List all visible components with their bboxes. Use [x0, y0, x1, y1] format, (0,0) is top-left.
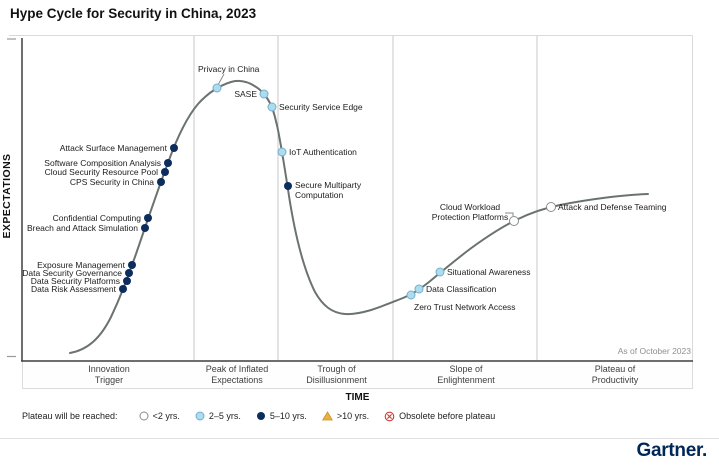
gartner-logo: Gartner. — [636, 440, 708, 461]
circle-navy-icon — [256, 412, 265, 420]
legend-item-2to5yrs: 2–5 yrs. — [195, 411, 241, 421]
x-axis-title: TIME — [345, 392, 370, 403]
circle-lightblue-icon — [195, 411, 205, 421]
phase-slope-of-enlightenment: Slope of Enlightenment — [437, 364, 495, 386]
legend-item-5to10yrs: 5–10 yrs. — [256, 411, 307, 421]
callout-line-cloud-workload-protection-platforms — [505, 212, 514, 216]
footer-divider — [0, 438, 719, 439]
legend-item-gt10yrs: >10 yrs. — [321, 411, 369, 421]
legend-item-lt2yrs: <2 yrs. — [139, 411, 180, 421]
phase-gridlines — [193, 36, 538, 360]
phase-trough-of-disillusionment: Trough of Disillusionment — [306, 364, 367, 386]
circle-white-icon — [139, 411, 149, 421]
phase-band: Innovation Trigger Peak of Inflated Expect… — [22, 361, 693, 389]
as-of-date: As of October 2023 — [617, 346, 691, 356]
phase-innovation-trigger: Innovation Trigger — [88, 364, 130, 386]
legend-item-obsolete: Obsolete before plateau — [384, 411, 495, 422]
y-axis-ticks — [7, 38, 16, 358]
obsolete-icon — [384, 411, 395, 421]
legend-title: Plateau will be reached: — [22, 411, 118, 421]
phase-peak-of-inflated-expectations: Peak of Inflated Expectations — [205, 364, 269, 386]
callouts-group — [217, 73, 514, 216]
triangle-gold-icon — [321, 411, 333, 421]
phase-plateau-of-productivity: Plateau of Productivity — [591, 364, 639, 386]
callout-line-privacy-in-china — [217, 73, 225, 86]
legend: Plateau will be reached: <2 yrs. 2–5 yrs… — [22, 408, 495, 424]
hype-curve — [69, 79, 649, 354]
chart-title: Hype Cycle for Security in China, 2023 — [10, 6, 257, 21]
